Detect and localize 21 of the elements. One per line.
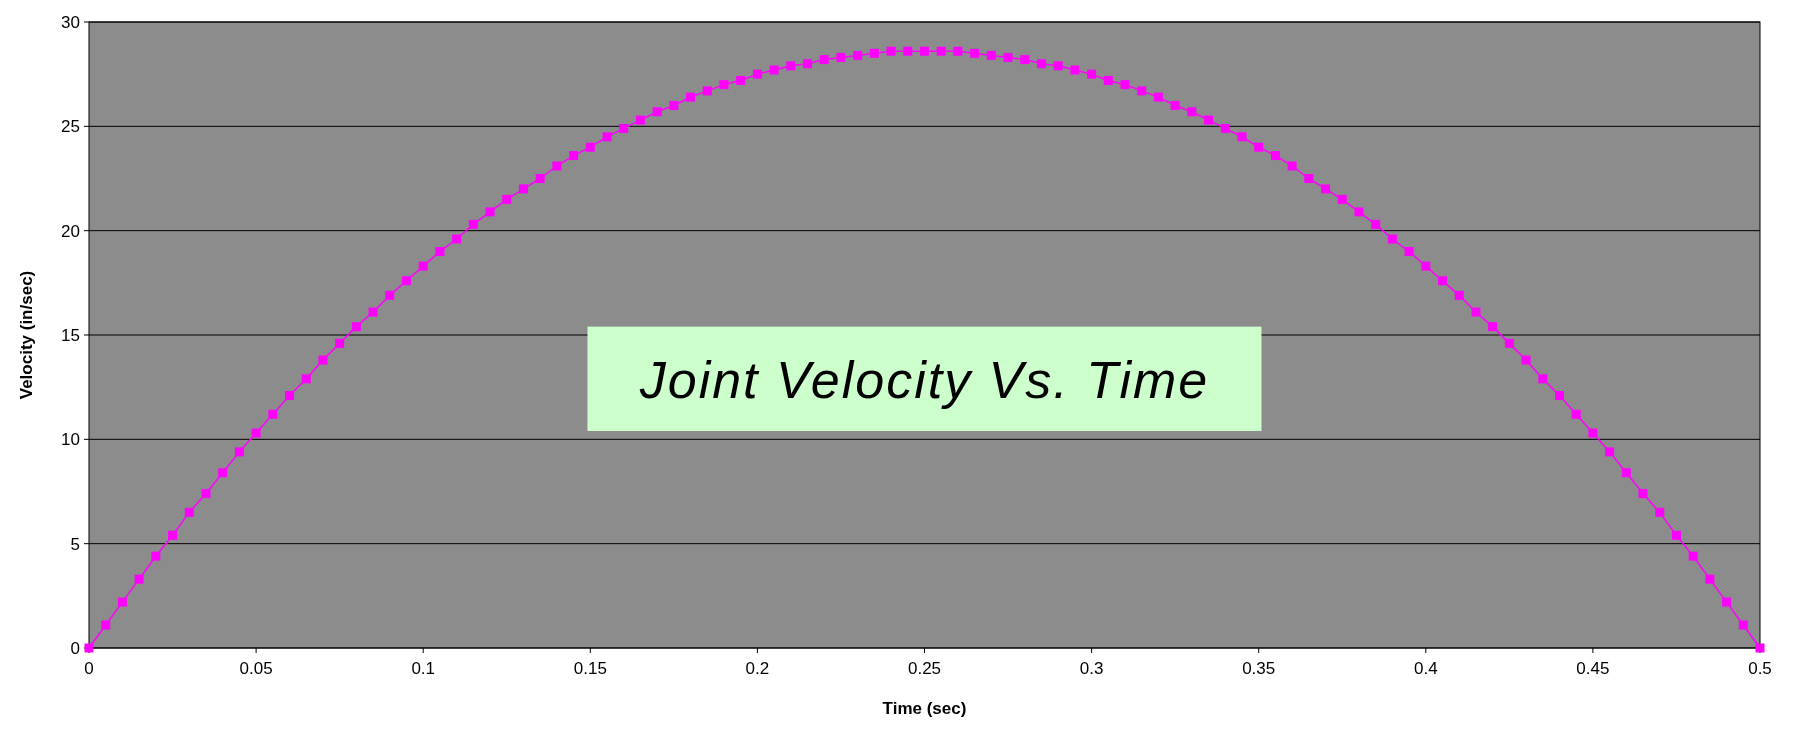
y-tick-label: 20 — [61, 221, 80, 241]
x-tick-label: 0.5 — [1748, 659, 1772, 678]
x-tick-label: 0.15 — [573, 659, 607, 678]
y-tick-label: 0 — [70, 638, 80, 658]
x-tick-label: 0.25 — [907, 659, 942, 678]
y-tick-label: 15 — [61, 325, 80, 345]
text: Joint Velocity Vs. Time — [638, 350, 1210, 409]
x-tick-label: 0 — [84, 659, 94, 678]
x-axis-title: Time (sec) — [882, 699, 967, 718]
y-tick-label: 5 — [70, 534, 80, 554]
x-tick-label: 0.05 — [239, 659, 273, 678]
x-tick-label: 0.4 — [1413, 659, 1438, 678]
y-tick-label: 10 — [61, 430, 80, 450]
y-axis-title: Velocity (in/sec) — [17, 270, 36, 400]
x-tick-label: 0.35 — [1242, 659, 1276, 678]
x-tick-label: 0.45 — [1576, 659, 1610, 678]
x-tick-label: 0.1 — [411, 659, 436, 678]
y-tick-label: 30 — [61, 12, 80, 32]
y-tick-label: 25 — [61, 117, 80, 137]
x-tick-label: 0.2 — [745, 659, 770, 678]
x-tick-label: 0.3 — [1079, 659, 1104, 678]
